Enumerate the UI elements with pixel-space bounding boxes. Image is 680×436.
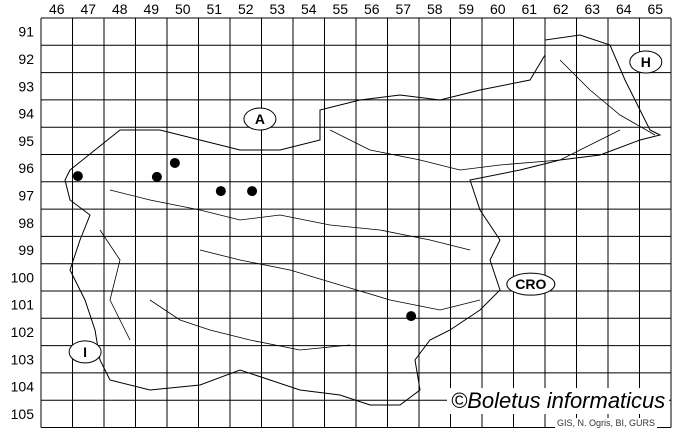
country-label: I <box>83 344 87 360</box>
grid: 46 47 48 49 50 51 52 53 54 55 56 57 58 59 60 61 62 63 64 65… <box>11 1 672 428</box>
occurrence-point <box>72 171 83 182</box>
x-tick-label: 58 <box>427 1 443 17</box>
x-tick-label: 54 <box>301 1 317 17</box>
y-tick-label: 102 <box>11 324 35 340</box>
y-tick-label: 91 <box>18 24 34 40</box>
x-tick-label: 63 <box>584 1 600 17</box>
y-tick-label: 93 <box>18 78 34 94</box>
occurrence-point <box>247 186 258 197</box>
x-tick-label: 65 <box>647 1 663 17</box>
x-tick-label: 51 <box>206 1 222 17</box>
x-tick-label: 62 <box>553 1 569 17</box>
occurrence-point <box>406 311 417 322</box>
x-tick-label: 47 <box>80 1 96 17</box>
country-label-ellipse <box>243 107 277 131</box>
y-tick-label: 94 <box>18 106 34 122</box>
rivers <box>99 59 656 351</box>
x-tick-label: 46 <box>49 1 65 17</box>
x-tick-label: 59 <box>458 1 474 17</box>
x-tick-label: 49 <box>143 1 159 17</box>
y-tick-label: 92 <box>18 51 34 67</box>
occurrence-point <box>215 186 226 197</box>
country-label-ellipse <box>629 50 663 74</box>
country-outline <box>64 34 662 406</box>
y-tick-label: 97 <box>18 187 34 203</box>
x-tick-label: 57 <box>395 1 411 17</box>
y-tick-label: 100 <box>11 269 35 285</box>
country-label-ellipse <box>506 272 556 296</box>
y-tick-label: 104 <box>11 379 35 395</box>
copyright-text: ©Boletus informaticus <box>447 388 670 414</box>
y-tick-label: 101 <box>11 297 35 313</box>
country-label: A <box>255 111 265 127</box>
x-tick-label: 64 <box>616 1 632 17</box>
x-tick-label: 56 <box>364 1 380 17</box>
country-label: CRO <box>515 276 546 292</box>
x-tick-label: 50 <box>175 1 191 17</box>
y-tick-label: 96 <box>18 160 34 176</box>
x-tick-label: 61 <box>521 1 537 17</box>
credits-text: GIS, N. Ogris, BI, GURS <box>555 418 658 428</box>
occurrence-point <box>151 171 162 182</box>
x-tick-label: 55 <box>332 1 348 17</box>
y-tick-label: 99 <box>18 242 34 258</box>
x-tick-label: 52 <box>238 1 254 17</box>
x-tick-label: 60 <box>490 1 506 17</box>
x-tick-label: 48 <box>112 1 128 17</box>
y-tick-label: 105 <box>11 406 35 422</box>
country-label-ellipse <box>68 340 102 364</box>
y-tick-label: 95 <box>18 133 34 149</box>
y-tick-label: 103 <box>11 351 35 367</box>
x-tick-label: 53 <box>269 1 285 17</box>
y-tick-label: 98 <box>18 215 34 231</box>
occurrence-point <box>169 157 180 168</box>
country-label: H <box>641 54 651 70</box>
